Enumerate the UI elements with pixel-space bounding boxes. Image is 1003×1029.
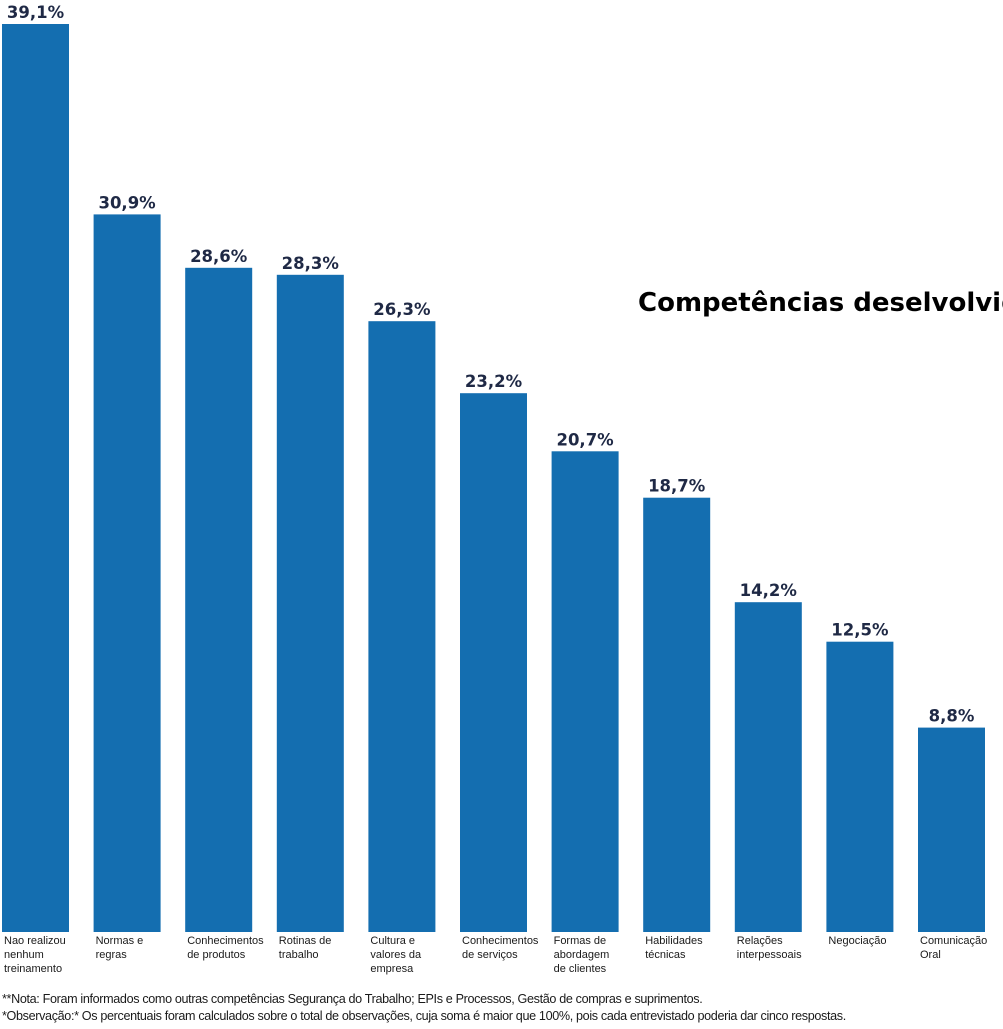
chart-title: Competências deselvolvidas xyxy=(638,288,1003,318)
footnote-observation: *Observação:* Os percentuais foram calcu… xyxy=(2,1009,846,1023)
category-labels-group: Nao realizou nenhum treinamento Normas e reg… xyxy=(4,935,987,975)
value-label-11: 8,8% xyxy=(929,707,975,726)
category-label-1: Nao realizou nenhum treinamento xyxy=(4,935,66,975)
bar-2 xyxy=(93,214,161,932)
value-label-2: 30,9% xyxy=(98,193,156,212)
value-label-1: 39,1% xyxy=(7,3,65,22)
bar-9 xyxy=(734,602,802,932)
bar-5 xyxy=(368,321,436,932)
value-labels-group: 39,1% 30,9% 28,6% 28,3% 26,3% 23,2% 20,7% 18,7%… xyxy=(7,3,975,726)
value-label-9: 14,2% xyxy=(740,581,798,600)
bar-4 xyxy=(276,274,344,932)
bar-7 xyxy=(551,451,619,932)
value-label-8: 18,7% xyxy=(648,477,706,496)
bar-10 xyxy=(826,641,894,932)
category-label-7: Formas de abordagem de clientes xyxy=(554,935,610,975)
footnote-note: **Nota: Foram informados como outras com… xyxy=(2,992,703,1006)
category-label-6: Conhecimentos de serviços xyxy=(462,935,539,961)
bars-group xyxy=(2,24,985,932)
value-label-3: 28,6% xyxy=(190,247,248,266)
bar-3 xyxy=(185,267,253,932)
category-label-11: Comunicação Oral xyxy=(920,935,987,961)
value-label-4: 28,3% xyxy=(282,254,340,273)
value-label-6: 23,2% xyxy=(465,372,523,391)
value-label-10: 12,5% xyxy=(831,621,889,640)
value-label-7: 20,7% xyxy=(556,430,614,449)
bar-11 xyxy=(918,727,985,932)
bar-6 xyxy=(460,393,527,932)
bar-1 xyxy=(2,24,69,932)
category-label-8: Habilidades técnicas xyxy=(645,935,703,961)
value-label-5: 26,3% xyxy=(373,300,431,319)
bar-8 xyxy=(643,497,711,932)
category-label-3: Conhecimentos de produtos xyxy=(187,935,264,961)
category-label-10: Negociação xyxy=(828,935,886,947)
category-label-9: Relações interpessoais xyxy=(737,935,802,961)
category-label-4: Rotinas de trabalho xyxy=(279,935,332,961)
footnotes: **Nota: Foram informados como outras com… xyxy=(2,991,1002,1025)
category-label-2: Normas e regras xyxy=(96,935,144,961)
category-label-5: Cultura e valores da empresa xyxy=(370,935,422,975)
